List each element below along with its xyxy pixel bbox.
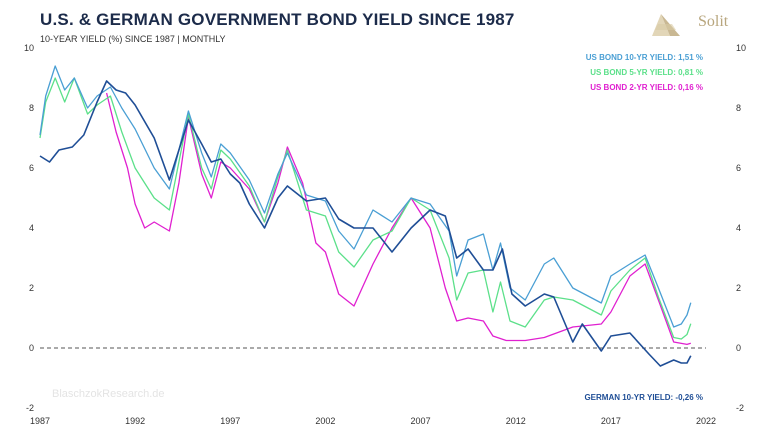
- y-axis-left: -2 0 2 4 6 8 10: [24, 43, 34, 413]
- x-tick-2007: 2007: [411, 416, 431, 426]
- chart-title: U.S. & GERMAN GOVERNMENT BOND YIELD SINC…: [40, 10, 515, 29]
- y-tick-right-4: 6: [736, 163, 741, 173]
- legend: US BOND 10-YR YIELD: 1,51 % US BOND 5-YR …: [584, 53, 703, 402]
- x-axis: 1987 1992 1997 2002 2007 2012 2017 2022: [30, 416, 716, 426]
- chart-subtitle: 10-YEAR YIELD (%) SINCE 1987 | MONTHLY: [40, 34, 226, 44]
- logo-text: Solit: [698, 13, 729, 30]
- x-tick-1997: 1997: [220, 416, 240, 426]
- y-tick-left-6: 10: [24, 43, 34, 53]
- series-line-us10: [39, 65, 692, 328]
- series-line-de10: [39, 80, 692, 367]
- y-tick-right-0: -2: [736, 403, 744, 413]
- legend-us10: US BOND 10-YR YIELD: 1,51 %: [586, 53, 703, 62]
- y-tick-left-2: 2: [29, 283, 34, 293]
- y-axis-right: -2 0 2 4 6 8 10: [736, 43, 746, 413]
- series-line-us5: [39, 77, 692, 340]
- solit-logo-icon: [652, 14, 680, 36]
- x-tick-2012: 2012: [506, 416, 526, 426]
- x-tick-2017: 2017: [601, 416, 621, 426]
- y-tick-left-5: 8: [29, 103, 34, 113]
- y-tick-right-6: 10: [736, 43, 746, 53]
- x-tick-1992: 1992: [125, 416, 145, 426]
- legend-de10: GERMAN 10-YR YIELD: -0,26 %: [584, 393, 703, 402]
- x-tick-2022: 2022: [696, 416, 716, 426]
- y-tick-right-1: 0: [736, 343, 741, 353]
- watermark: BlaschzokResearch.de: [52, 388, 165, 400]
- y-tick-right-3: 4: [736, 223, 741, 233]
- x-tick-1987: 1987: [30, 416, 50, 426]
- series-line-us2: [105, 92, 691, 346]
- y-tick-left-0: -2: [26, 403, 34, 413]
- y-tick-right-5: 8: [736, 103, 741, 113]
- y-tick-left-1: 0: [29, 343, 34, 353]
- x-tick-2002: 2002: [315, 416, 335, 426]
- y-tick-left-4: 6: [29, 163, 34, 173]
- series-group: [39, 65, 692, 367]
- y-tick-right-2: 2: [736, 283, 741, 293]
- legend-us5: US BOND 5-YR YIELD: 0,81 %: [590, 68, 703, 77]
- legend-us2: US BOND 2-YR YIELD: 0,16 %: [590, 83, 703, 92]
- y-tick-left-3: 4: [29, 223, 34, 233]
